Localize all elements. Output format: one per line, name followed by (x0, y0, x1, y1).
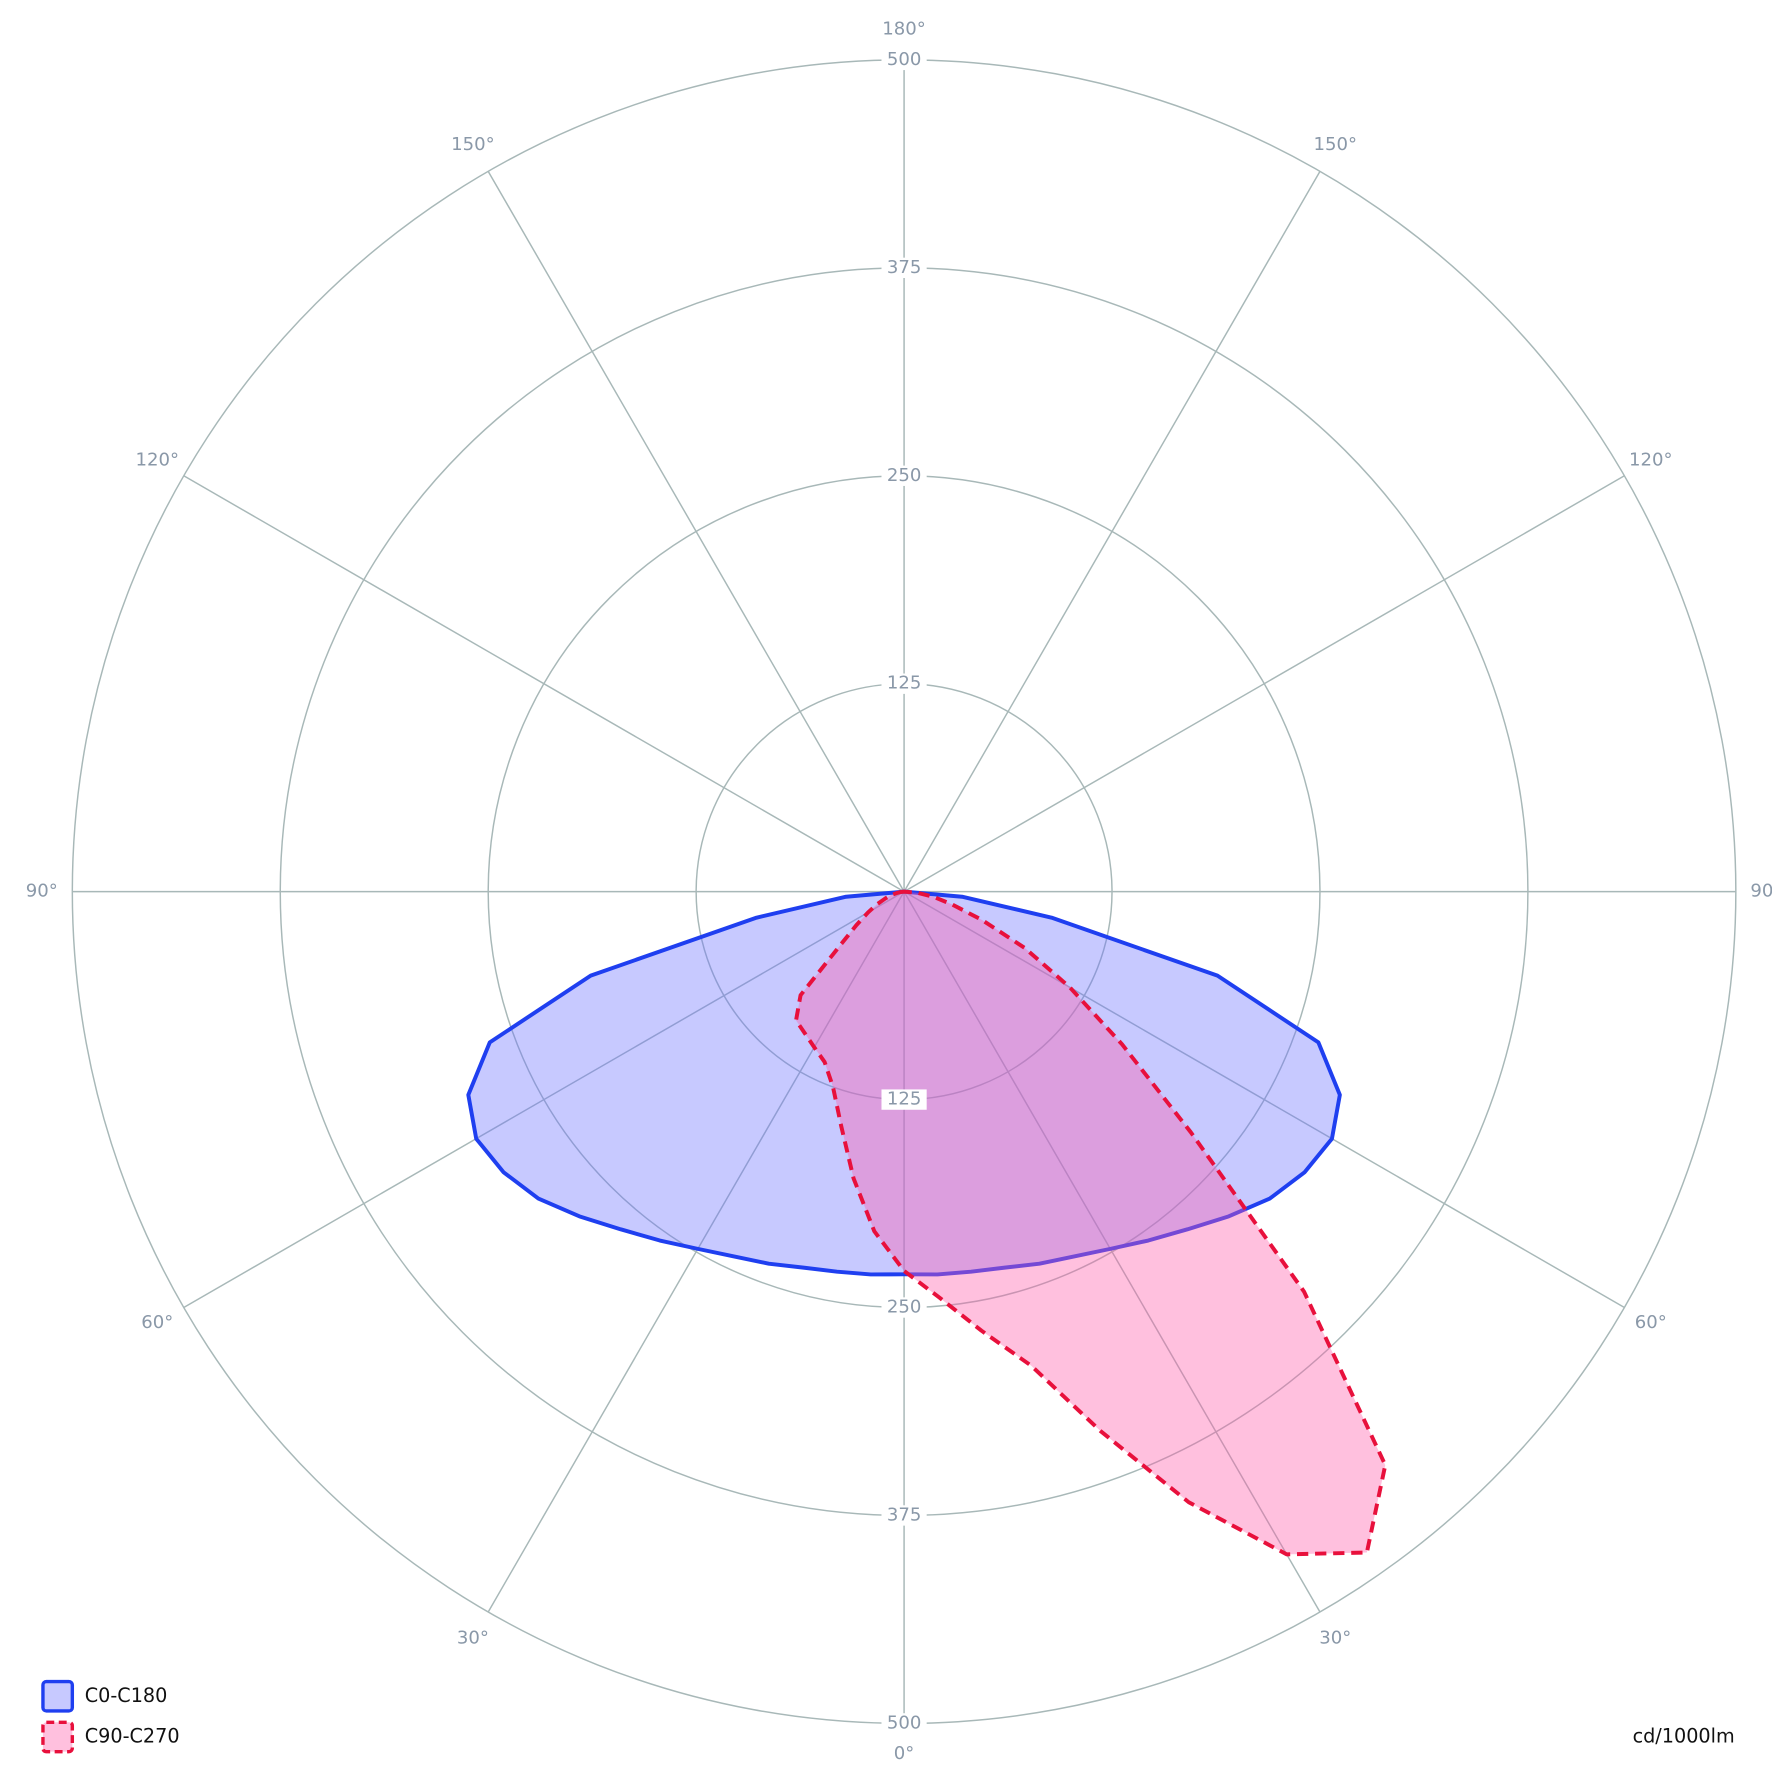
grid-spoke (903, 475, 1625, 893)
r-tick-bg (881, 1089, 927, 1110)
angle-tick-label: 180° (882, 18, 926, 39)
angle-tick-label: 90° (26, 881, 58, 902)
r-tick-label: 125 (887, 673, 922, 694)
r-tick-bg (881, 1297, 927, 1318)
legend-swatch (41, 1720, 75, 1754)
angle-tick-label: 60° (1635, 1312, 1667, 1333)
angle-tick-label: 150° (451, 134, 495, 155)
angle-tick-label: 30° (1319, 1627, 1351, 1648)
grid-spoke (183, 891, 905, 1309)
angle-tick-label: 90° (1750, 881, 1772, 902)
angle-tick-label: 120° (1629, 450, 1673, 471)
grid-spoke (487, 170, 905, 893)
r-tick-bg (881, 1505, 927, 1526)
r-tick-label: 125 (887, 1089, 922, 1110)
r-tick-bg (881, 673, 927, 694)
r-tick-bg (881, 1713, 927, 1734)
r-tick-bg (881, 49, 927, 71)
r-tick-label: 500 (887, 49, 922, 70)
legend-label: C90-C270 (85, 1724, 180, 1747)
r-tick-label: 250 (887, 1297, 922, 1318)
r-tick-label: 375 (887, 1504, 922, 1525)
grid-spoke (183, 475, 905, 893)
angle-tick-label: 120° (136, 450, 180, 471)
legend-swatch (41, 1679, 75, 1713)
r-tick-label: 250 (887, 465, 922, 486)
r-tick-bg (881, 257, 927, 279)
series-area (794, 889, 1388, 1557)
grid-spoke (903, 891, 1625, 1309)
grid-spoke (903, 170, 1321, 893)
angle-tick-label: 150° (1313, 134, 1357, 155)
unit-label: cd/1000lm (1633, 1724, 1735, 1747)
r-tick-bg (881, 465, 927, 486)
angle-tick-label: 30° (457, 1627, 489, 1648)
angle-tick-label: 60° (141, 1312, 173, 1333)
grid-spoke (487, 891, 905, 1613)
grid-spoke (903, 891, 1321, 1613)
r-tick-label: 375 (887, 257, 922, 278)
legend-label: C0-C180 (85, 1684, 168, 1707)
r-tick-label: 500 (887, 1712, 922, 1733)
angle-tick-label: 0° (894, 1743, 915, 1764)
series-area (466, 889, 1342, 1277)
